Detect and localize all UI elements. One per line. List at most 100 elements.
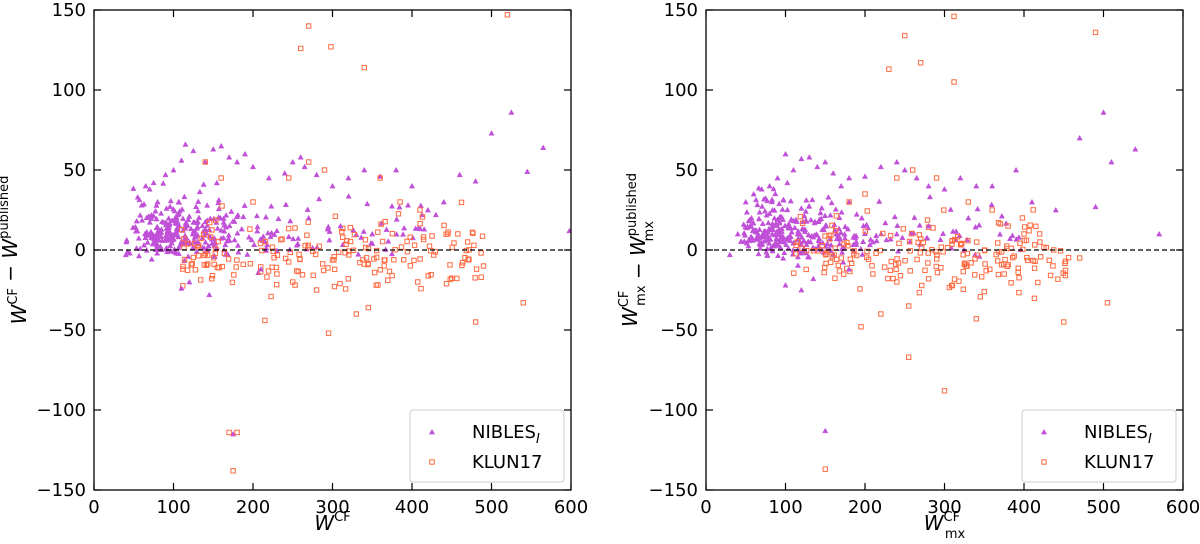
- klun17-point: [472, 243, 476, 247]
- klun17-point: [481, 264, 485, 268]
- klun17-point: [926, 277, 930, 281]
- klun17-point: [332, 267, 336, 271]
- nibles-point: [433, 212, 438, 217]
- klun17-point: [219, 176, 223, 180]
- klun17-point: [321, 268, 325, 272]
- klun17-point: [1027, 229, 1031, 233]
- klun17-point: [990, 208, 994, 212]
- klun17-point: [1012, 254, 1016, 258]
- nibles-point: [773, 191, 778, 196]
- nibles-point: [383, 247, 388, 252]
- klun17-point: [1034, 224, 1038, 228]
- klun17-point: [804, 267, 808, 271]
- axis-label-superscript: CF: [334, 510, 351, 525]
- nibles-point: [211, 147, 216, 152]
- klun17-point: [419, 286, 423, 290]
- klun17-point: [432, 253, 436, 257]
- nibles-point: [214, 180, 219, 185]
- klun17-point: [306, 24, 310, 28]
- klun17-point: [287, 176, 291, 180]
- klun17-point: [418, 221, 422, 225]
- klun17-point: [313, 252, 317, 256]
- klun17-point: [442, 223, 446, 227]
- nibles-point: [974, 183, 979, 188]
- klun17-point: [348, 225, 352, 229]
- klun17-point: [248, 227, 252, 231]
- klun17-point: [952, 80, 956, 84]
- klun17-point: [354, 312, 358, 316]
- klun17-point: [332, 284, 336, 288]
- figure: 0100200300400500600150100500−50−100−150W…: [0, 0, 1200, 544]
- y-tick-label: 50: [675, 160, 698, 181]
- klun17-point: [396, 212, 400, 216]
- nibles-point: [808, 217, 813, 222]
- klun17-point: [979, 275, 983, 279]
- nibles-point: [811, 276, 816, 281]
- nibles-point: [818, 210, 823, 215]
- nibles-point: [207, 292, 212, 297]
- left-scatter-panel: 0100200300400500600150100500−50−100−150W…: [0, 0, 588, 535]
- klun17-point: [1037, 232, 1041, 236]
- nibles-point: [290, 159, 295, 164]
- klun17-point: [996, 272, 1000, 276]
- nibles-point: [804, 198, 809, 203]
- klun17-point: [1093, 30, 1097, 34]
- klun17-point: [1022, 232, 1026, 236]
- nibles-point: [839, 183, 844, 188]
- klun17-point: [338, 281, 342, 285]
- nibles-point: [242, 203, 247, 208]
- nibles-point: [252, 242, 257, 247]
- nibles-point: [166, 216, 171, 221]
- klun17-point: [274, 265, 278, 269]
- klun17-point: [456, 232, 460, 236]
- klun17-point: [917, 290, 921, 294]
- nibles-point: [232, 237, 237, 242]
- nibles-point: [242, 151, 247, 156]
- nibles-point: [305, 207, 310, 212]
- klun17-point: [326, 331, 330, 335]
- nibles-point: [316, 196, 321, 201]
- nibles-point: [274, 228, 279, 233]
- nibles-point: [191, 148, 196, 153]
- klun17-point: [1002, 272, 1006, 276]
- y-axis-label: WCFmx − Wpublishedmx: [617, 173, 657, 327]
- klun17-point: [1032, 266, 1036, 270]
- klun17-point: [1105, 301, 1109, 305]
- nibles-point: [781, 197, 786, 202]
- klun17-point: [416, 280, 420, 284]
- klun17-point: [945, 245, 949, 249]
- nibles-point: [990, 183, 995, 188]
- nibles-point: [917, 223, 922, 228]
- nibles-point: [131, 186, 136, 191]
- klun17-point: [275, 282, 279, 286]
- nibles-point: [389, 204, 394, 209]
- nibles-point: [799, 206, 804, 211]
- nibles-point: [255, 224, 260, 229]
- nibles-point: [895, 223, 900, 228]
- nibles-point: [837, 215, 842, 220]
- klun17-point: [942, 208, 946, 212]
- nibles-point: [989, 202, 994, 207]
- nibles-point: [365, 201, 370, 206]
- axis-label-superscript: published: [0, 176, 12, 239]
- axis-label-base: W: [7, 303, 31, 324]
- scatter-points: [727, 14, 1162, 471]
- klun17-point: [1039, 255, 1043, 259]
- nibles-point: [803, 209, 808, 214]
- klun17-point: [293, 226, 297, 230]
- nibles-point: [441, 199, 446, 204]
- klun17-point: [305, 233, 309, 237]
- y-tick-label: −100: [37, 400, 86, 421]
- klun17-point: [920, 283, 924, 287]
- nibles-point: [286, 234, 291, 239]
- klun17-point: [418, 257, 422, 261]
- nibles-point: [1029, 199, 1034, 204]
- klun17-point: [911, 168, 915, 172]
- y-tick-label: −150: [37, 480, 86, 501]
- klun17-point: [918, 61, 922, 65]
- nibles-point: [155, 224, 160, 229]
- x-tick-label: 100: [156, 497, 190, 518]
- klun17-point: [306, 160, 310, 164]
- klun17-point: [901, 227, 905, 231]
- klun17-point: [418, 208, 422, 212]
